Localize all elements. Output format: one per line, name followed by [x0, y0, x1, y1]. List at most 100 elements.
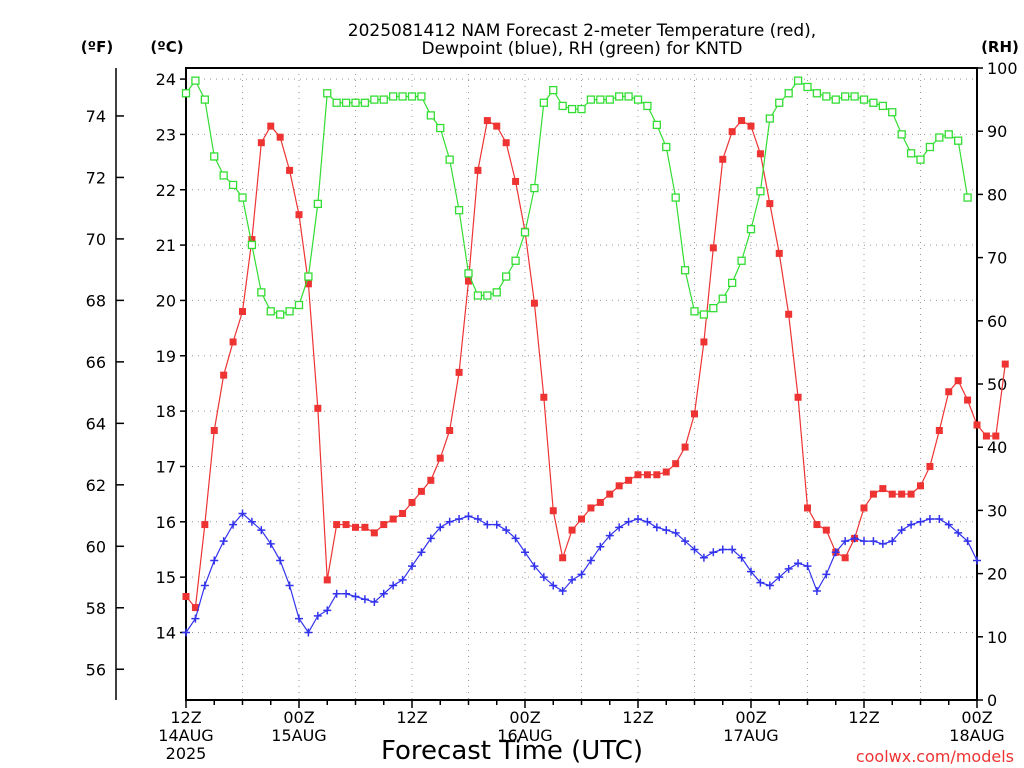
temperature-point [436, 454, 444, 462]
rh-point [549, 85, 558, 95]
temperature-point [700, 338, 708, 346]
rh-point [445, 155, 454, 164]
temperature-point [973, 421, 981, 429]
temperature-point [465, 277, 472, 285]
dewpoint-point [935, 515, 944, 524]
dewpoint-point [398, 575, 407, 584]
temperature-point [794, 393, 802, 401]
rh-point [643, 101, 652, 111]
rh-point [407, 92, 417, 101]
rh-point [944, 130, 953, 139]
dewpoint-point [351, 592, 360, 601]
rh-point [332, 98, 341, 107]
rh-tick-label: 90 [987, 122, 1007, 141]
x-tick-label: 00Z [735, 708, 766, 727]
rh-point [935, 133, 944, 142]
rh-point [341, 98, 351, 107]
dewpoint-point [568, 575, 577, 584]
rh-point [680, 266, 690, 275]
rh-point [511, 256, 520, 265]
rh-point [812, 89, 822, 98]
rh-point [313, 199, 322, 209]
rh-point [586, 95, 596, 104]
fahrenheit-tick-label: 62 [86, 476, 106, 495]
temperature-point [625, 476, 633, 484]
rh-point [228, 180, 238, 190]
fahrenheit-tick-label: 68 [86, 291, 106, 310]
series-dewpoint [182, 509, 981, 637]
dewpoint-point [492, 520, 501, 529]
rh-tick-label: 100 [987, 59, 1018, 78]
dewpoint-point [210, 556, 219, 565]
temperature-point [399, 509, 407, 517]
rh-point [294, 300, 304, 310]
rh-tick-label: 50 [987, 375, 1007, 394]
temperature-point [662, 468, 670, 476]
rh-point [389, 92, 398, 101]
fahrenheit-tick-label: 56 [86, 660, 106, 679]
dewpoint-point [671, 528, 680, 537]
temperature-point [587, 504, 595, 512]
dewpoint-point [417, 548, 426, 557]
fahrenheit-tick-label: 74 [86, 107, 106, 126]
temperature-point [408, 498, 416, 506]
dewpoint-point [483, 520, 492, 529]
temperature-point [549, 507, 557, 515]
temperature-point [869, 490, 877, 498]
temperature-point [728, 128, 736, 136]
rh-point [200, 95, 209, 104]
dewpoint-point [803, 562, 812, 571]
rh-point [247, 240, 257, 250]
dewpoint-point [699, 553, 708, 562]
celsius-tick-label: 20 [156, 291, 176, 310]
dewpoint-point [878, 539, 887, 548]
dewpoint-point [276, 556, 285, 565]
fahrenheit-tick-label: 72 [86, 168, 106, 187]
celsius-tick-label: 15 [156, 568, 176, 587]
x-tick-label: 15AUG [271, 726, 326, 745]
celsius-axis-label: (ºC) [150, 38, 183, 56]
rh-point [398, 92, 407, 101]
rh-point [793, 76, 803, 85]
temperature-point [954, 377, 962, 385]
temperature-point [898, 490, 906, 498]
series-rh [181, 76, 972, 319]
dewpoint-point [219, 537, 228, 546]
x-tick-label: 12Z [848, 708, 879, 727]
rh-tick-label: 70 [987, 249, 1007, 268]
rh-tick-label: 60 [987, 312, 1007, 331]
temperature-point [606, 490, 614, 498]
rh-point [624, 92, 633, 101]
dewpoint-point [728, 545, 737, 554]
temperature-point [530, 299, 538, 307]
x-tick-label: 18AUG [949, 726, 1004, 745]
temperature-point [841, 554, 849, 562]
temperature-point [804, 504, 811, 512]
dewpoint-point [408, 562, 416, 571]
temperature-point [323, 576, 331, 584]
temperature-point [380, 521, 388, 529]
temperature-point [945, 388, 953, 396]
dewpoint-point [784, 564, 793, 573]
rh-point [323, 89, 332, 98]
dewpoint-point [323, 606, 332, 615]
dewpoint-point [539, 573, 548, 582]
dewpoint-point [473, 515, 482, 524]
dewpoint-point [794, 559, 803, 568]
rh-point [822, 92, 831, 101]
dewpoint-point [624, 517, 633, 526]
dewpoint-point [266, 539, 275, 548]
temperature-point [888, 490, 896, 498]
temperature-point [879, 485, 887, 493]
rh-point [502, 272, 511, 281]
rh-tick-label: 20 [987, 565, 1007, 584]
temperature-point [992, 432, 1000, 440]
dewpoint-point [954, 528, 963, 537]
rh-point [520, 228, 530, 237]
temperature-point [917, 482, 924, 490]
temperature-point [427, 476, 435, 484]
dewpoint-point [869, 537, 878, 546]
temperature-point [1001, 360, 1009, 368]
temperature-point [342, 521, 350, 529]
temperature-point [766, 200, 774, 208]
